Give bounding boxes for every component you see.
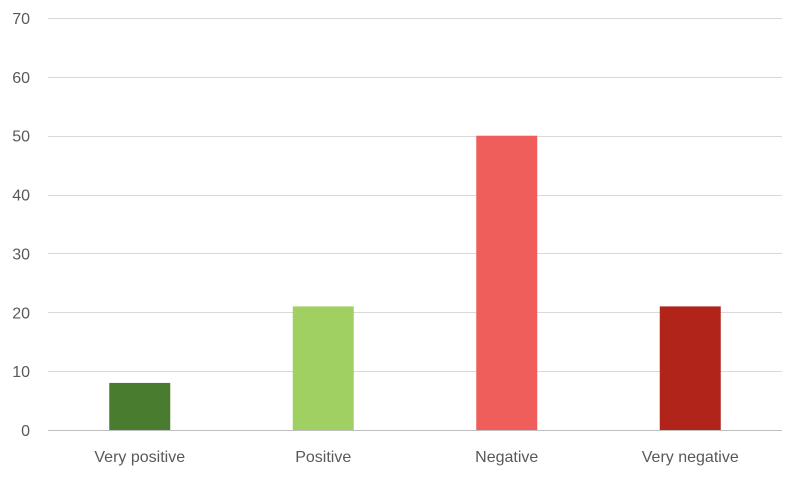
x-tick-label: Very negative <box>642 449 739 466</box>
y-tick-label: 30 <box>12 246 30 263</box>
y-tick-label: 20 <box>12 305 30 322</box>
bars <box>109 135 721 430</box>
y-axis-ticks: 0 10 20 30 40 50 60 70 <box>12 11 30 440</box>
bar-positive <box>292 306 354 430</box>
bar-very-negative <box>659 306 721 430</box>
y-tick-label: 0 <box>21 423 30 440</box>
y-tick-label: 50 <box>12 129 30 146</box>
x-tick-label: Negative <box>475 449 538 466</box>
x-tick-label: Positive <box>295 449 351 466</box>
y-tick-label: 40 <box>12 188 30 205</box>
x-tick-label: Very positive <box>94 449 185 466</box>
bar-negative <box>476 135 538 430</box>
x-axis-ticks: Very positive Positive Negative Very negati… <box>94 449 738 466</box>
y-tick-label: 10 <box>12 364 30 381</box>
gridlines <box>48 18 782 372</box>
y-tick-label: 60 <box>12 70 30 87</box>
bar-very-positive <box>109 382 171 430</box>
y-tick-label: 70 <box>12 11 30 28</box>
